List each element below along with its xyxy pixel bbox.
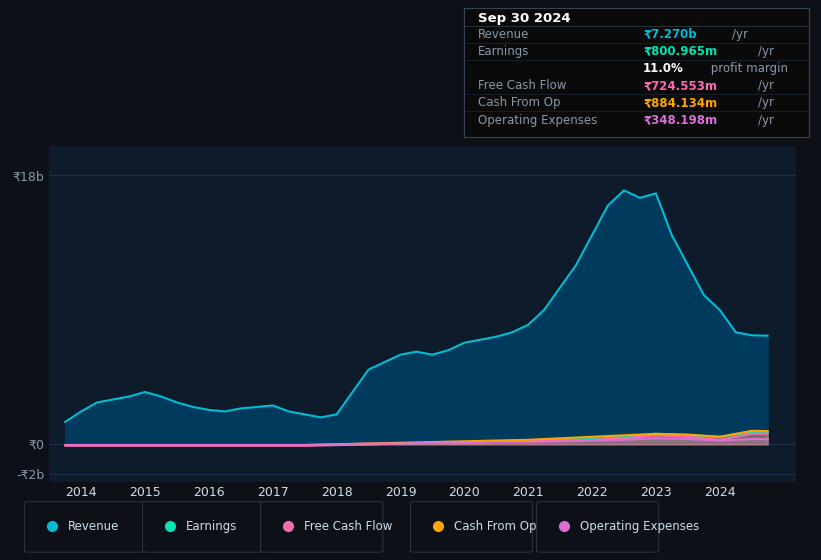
Text: /yr: /yr	[732, 27, 749, 41]
Text: Sep 30 2024: Sep 30 2024	[478, 12, 571, 25]
Text: Earnings: Earnings	[186, 520, 237, 533]
FancyBboxPatch shape	[261, 502, 383, 552]
Text: Cash From Op: Cash From Op	[478, 96, 560, 109]
Text: Free Cash Flow: Free Cash Flow	[478, 79, 566, 92]
Text: /yr: /yr	[758, 114, 774, 127]
Text: ₹724.553m: ₹724.553m	[643, 79, 718, 92]
FancyBboxPatch shape	[143, 502, 264, 552]
Text: Earnings: Earnings	[478, 45, 529, 58]
FancyBboxPatch shape	[410, 502, 533, 552]
Text: Operating Expenses: Operating Expenses	[580, 520, 699, 533]
FancyBboxPatch shape	[537, 502, 658, 552]
Text: /yr: /yr	[758, 96, 774, 109]
Text: /yr: /yr	[758, 79, 774, 92]
Text: 11.0%: 11.0%	[643, 62, 684, 75]
Text: /yr: /yr	[758, 45, 774, 58]
FancyBboxPatch shape	[25, 502, 146, 552]
Text: ₹348.198m: ₹348.198m	[643, 114, 718, 127]
Text: profit margin: profit margin	[707, 62, 788, 75]
Text: ₹800.965m: ₹800.965m	[643, 45, 718, 58]
Text: ₹884.134m: ₹884.134m	[643, 96, 718, 109]
Text: Operating Expenses: Operating Expenses	[478, 114, 597, 127]
Text: Revenue: Revenue	[478, 27, 529, 41]
Text: Cash From Op: Cash From Op	[454, 520, 536, 533]
Text: Free Cash Flow: Free Cash Flow	[304, 520, 392, 533]
Text: Revenue: Revenue	[67, 520, 119, 533]
Text: ₹7.270b: ₹7.270b	[643, 27, 697, 41]
